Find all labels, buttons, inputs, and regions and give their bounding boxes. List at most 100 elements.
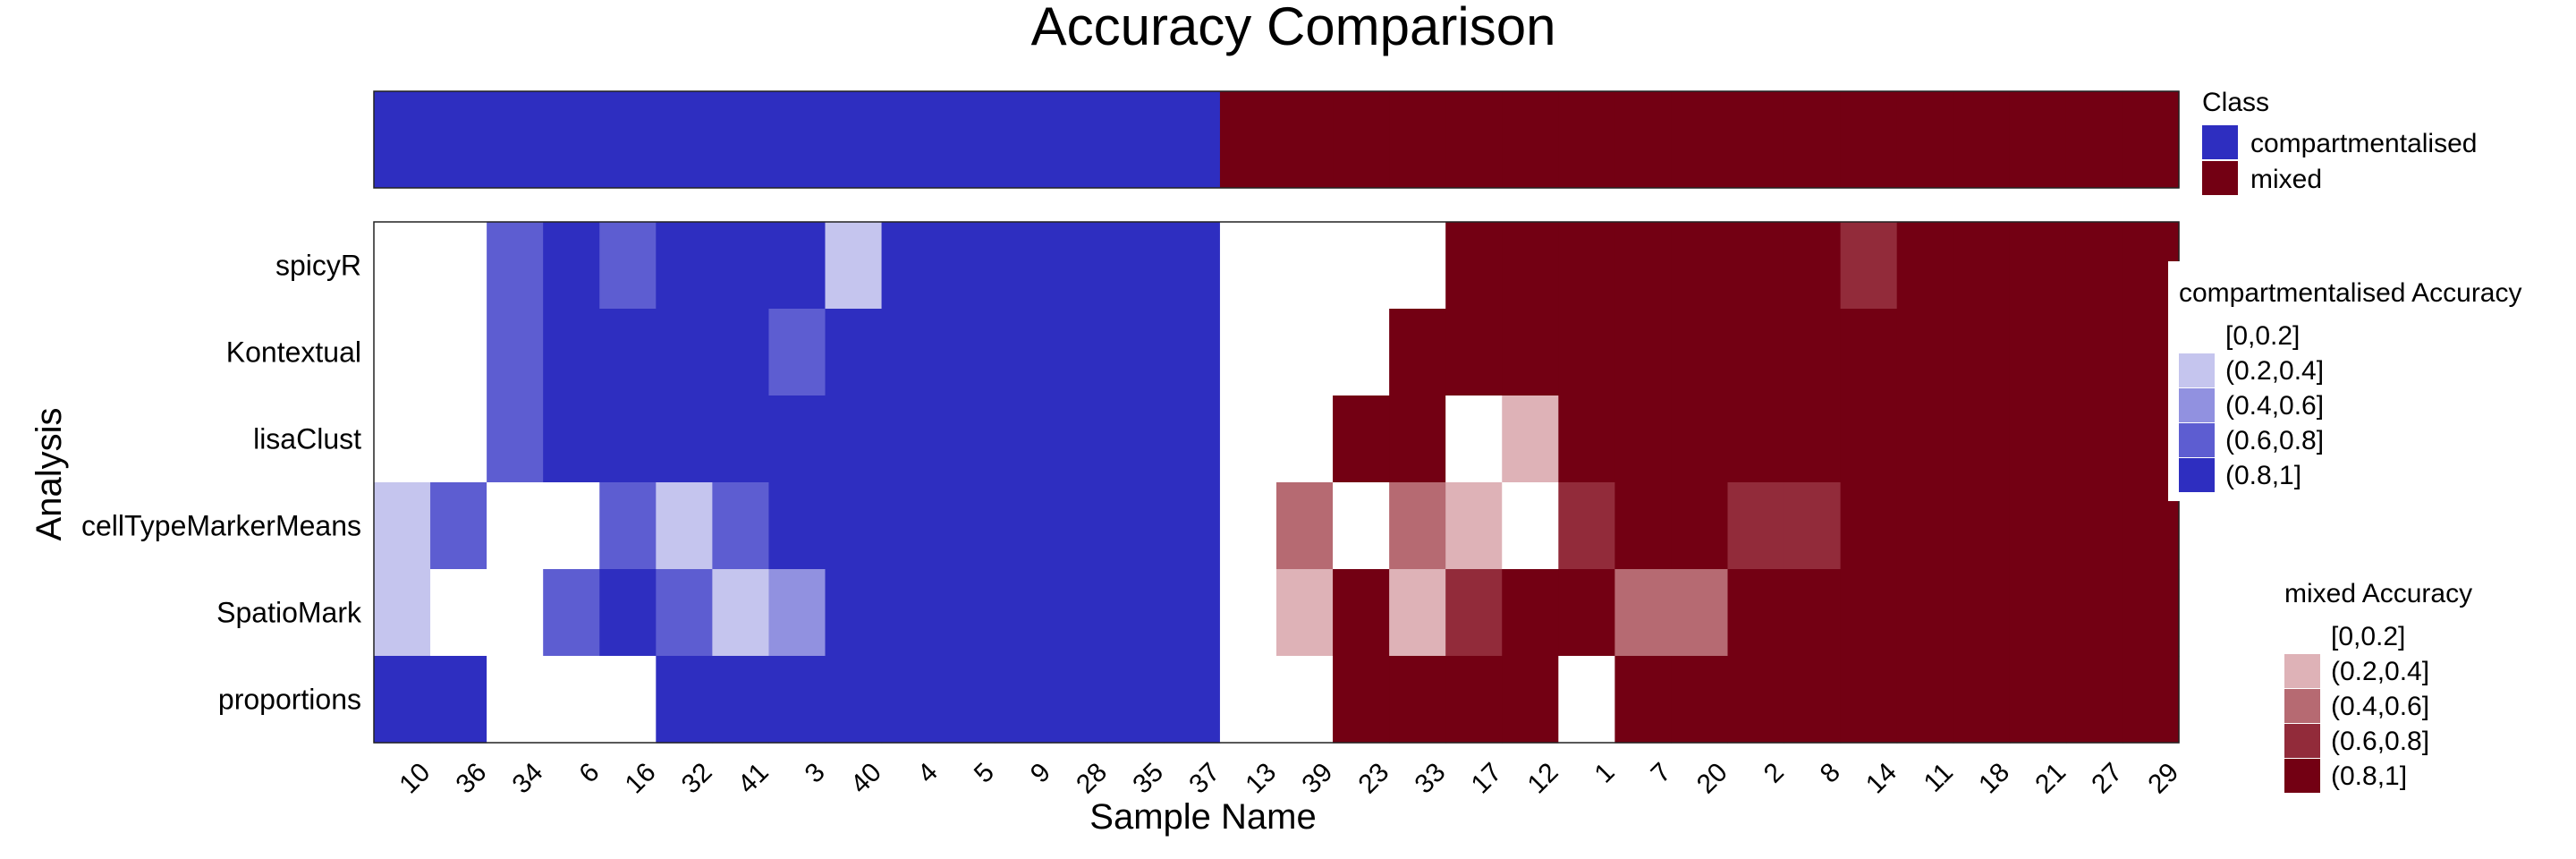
- cell-lisaclust-28: [1050, 395, 1108, 483]
- cell-celltypemarkermeans-9: [994, 482, 1052, 570]
- cell-lisaclust-1: [1558, 395, 1615, 483]
- accuracy-legend-label-mixed-1: (0.2,0.4]: [2331, 657, 2429, 686]
- cell-kontextual-16: [599, 309, 657, 396]
- row-label-proportions: proportions: [218, 684, 361, 716]
- col-label-37: 37: [1183, 757, 1225, 799]
- cell-spicyr-27: [2065, 222, 2123, 310]
- col-label-1: 1: [1589, 757, 1621, 788]
- cell-lisaclust-3: [768, 395, 826, 483]
- class-cell-27: [2065, 91, 2123, 188]
- sample-labels: 10 36 34 6 16 32 41 3 40 4 5 9 28 35 37 13 39 23 33 17 12 1 7 2…: [394, 757, 2184, 799]
- accuracy-legend-swatch-mixed-1: [2284, 654, 2320, 688]
- cell-celltypemarkermeans-1: [1558, 482, 1615, 570]
- class-cell-35: [1106, 91, 1165, 188]
- col-label-29: 29: [2142, 757, 2184, 799]
- cell-lisaclust-40: [825, 395, 883, 483]
- cell-spatiomark-14: [1840, 569, 1898, 657]
- class-bar-border: [373, 90, 2180, 189]
- cell-spatiomark-29: [2122, 569, 2180, 657]
- class-legend-title: Class: [2202, 88, 2269, 117]
- row-label-celltypemarkermeans: cellTypeMarkerMeans: [81, 510, 361, 542]
- cell-lisaclust-12: [1502, 395, 1559, 483]
- accuracy-legend-swatch-compartmentalised-2: [2179, 388, 2215, 422]
- col-label-39: 39: [1296, 757, 1338, 799]
- cell-proportions-13: [1219, 656, 1277, 744]
- cell-celltypemarkermeans-33: [1389, 482, 1446, 570]
- col-label-12: 12: [1522, 757, 1564, 799]
- cell-proportions-34: [487, 656, 544, 744]
- cell-spatiomark-37: [1163, 569, 1221, 657]
- cell-celltypemarkermeans-21: [2009, 482, 2067, 570]
- class-cell-18: [1953, 91, 2011, 188]
- cell-spatiomark-11: [1896, 569, 1954, 657]
- cell-proportions-37: [1163, 656, 1221, 744]
- cell-proportions-41: [712, 656, 770, 744]
- cell-spatiomark-20: [1671, 569, 1729, 657]
- class-cell-10: [374, 91, 431, 188]
- class-cell-34: [487, 91, 544, 188]
- accuracy-legend-title-mixed: mixed Accuracy: [2284, 579, 2472, 608]
- cell-kontextual-11: [1896, 309, 1954, 396]
- cell-celltypemarkermeans-35: [1106, 482, 1165, 570]
- row-label-kontextual: Kontextual: [226, 336, 361, 369]
- cell-kontextual-21: [2009, 309, 2067, 396]
- col-label-40: 40: [845, 757, 887, 799]
- cell-proportions-27: [2065, 656, 2123, 744]
- col-label-27: 27: [2086, 757, 2128, 799]
- class-legend-swatch-compartmentalised: [2202, 125, 2238, 159]
- cell-kontextual-37: [1163, 309, 1221, 396]
- col-label-6: 6: [573, 757, 605, 788]
- accuracy-legend-swatch-compartmentalised-3: [2179, 423, 2215, 457]
- cell-proportions-35: [1106, 656, 1165, 744]
- mixed-accuracy-legend: mixed Accuracy [0,0.2] (0.2,0.4] (0.4,0.6] (…: [2284, 579, 2472, 793]
- cell-spicyr-32: [656, 222, 713, 310]
- col-label-8: 8: [1815, 757, 1846, 788]
- cell-spatiomark-35: [1106, 569, 1165, 657]
- cell-spicyr-3: [768, 222, 826, 310]
- cell-lisaclust-4: [881, 395, 939, 483]
- accuracy-legend-label-compartmentalised-1: (0.2,0.4]: [2225, 356, 2324, 386]
- row-label-spicyr: spicyR: [275, 250, 361, 282]
- cell-spicyr-8: [1784, 222, 1842, 310]
- cell-spatiomark-16: [599, 569, 657, 657]
- cell-proportions-4: [881, 656, 939, 744]
- cell-proportions-21: [2009, 656, 2067, 744]
- cell-lisaclust-16: [599, 395, 657, 483]
- col-label-20: 20: [1691, 757, 1733, 799]
- cell-lisaclust-2: [1727, 395, 1785, 483]
- cell-proportions-18: [1953, 656, 2011, 744]
- cell-kontextual-34: [487, 309, 544, 396]
- class-annotation-bar: [373, 90, 2180, 189]
- cell-proportions-9: [994, 656, 1052, 744]
- cell-kontextual-6: [543, 309, 600, 396]
- class-cell-41: [712, 91, 770, 188]
- cell-spatiomark-6: [543, 569, 600, 657]
- cell-spicyr-18: [1953, 222, 2011, 310]
- cell-celltypemarkermeans-14: [1840, 482, 1898, 570]
- cell-spicyr-10: [374, 222, 431, 310]
- cell-proportions-20: [1671, 656, 1729, 744]
- cell-spicyr-41: [712, 222, 770, 310]
- cell-proportions-2: [1727, 656, 1785, 744]
- class-cell-1: [1558, 91, 1615, 188]
- col-label-35: 35: [1127, 757, 1169, 799]
- cell-spatiomark-1: [1558, 569, 1615, 657]
- col-label-16: 16: [620, 757, 662, 799]
- cell-lisaclust-23: [1333, 395, 1390, 483]
- class-cell-36: [430, 91, 487, 188]
- cell-celltypemarkermeans-40: [825, 482, 883, 570]
- cell-kontextual-23: [1333, 309, 1390, 396]
- accuracy-legend-swatch-compartmentalised-4: [2179, 458, 2215, 492]
- cell-kontextual-14: [1840, 309, 1898, 396]
- cell-spatiomark-32: [656, 569, 713, 657]
- accuracy-legend-swatch-compartmentalised-0: [2179, 319, 2215, 353]
- col-label-4: 4: [912, 757, 944, 788]
- cell-lisaclust-9: [994, 395, 1052, 483]
- cell-spicyr-17: [1445, 222, 1503, 310]
- cell-spicyr-14: [1840, 222, 1898, 310]
- cell-celltypemarkermeans-3: [768, 482, 826, 570]
- cell-proportions-10: [374, 656, 431, 744]
- cell-kontextual-12: [1502, 309, 1559, 396]
- col-label-11: 11: [1919, 757, 1959, 797]
- cell-lisaclust-39: [1276, 395, 1334, 483]
